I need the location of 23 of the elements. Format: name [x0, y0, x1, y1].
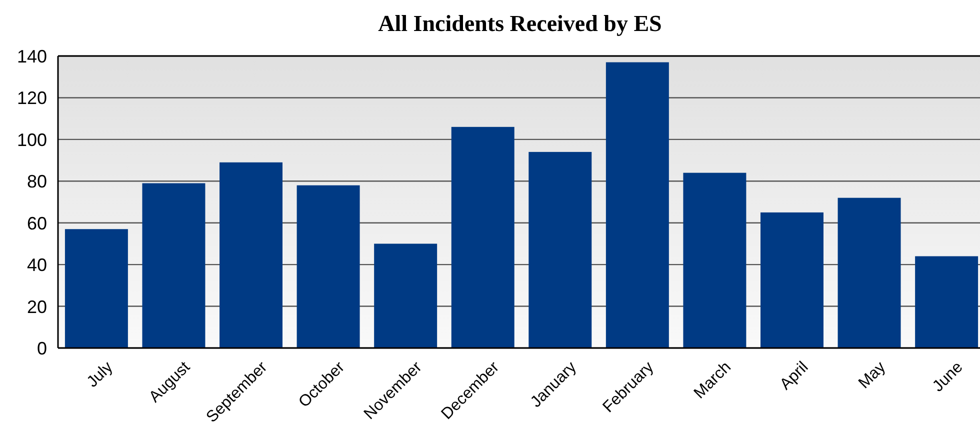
bar [683, 172, 746, 348]
y-tick-label: 20 [26, 296, 47, 317]
bar [915, 256, 978, 348]
bar [374, 244, 438, 348]
bar [838, 198, 901, 348]
y-tick-label: 100 [16, 130, 47, 150]
bar [451, 126, 514, 348]
bar [760, 212, 824, 348]
x-tick-label: July [84, 358, 116, 391]
y-tick-label: 0 [36, 338, 47, 358]
y-tick-label: 60 [26, 213, 47, 234]
y-tick-label: 120 [16, 88, 47, 108]
y-tick-label: 140 [16, 46, 47, 66]
bar [64, 229, 128, 348]
chart-title: All Incidents Received by ES [378, 11, 662, 36]
y-tick-label: 40 [26, 255, 47, 276]
bar [606, 62, 669, 348]
bar [296, 185, 360, 348]
x-tick-label: May [856, 358, 890, 392]
bar [142, 183, 206, 348]
bar [528, 152, 592, 348]
bar [220, 162, 283, 348]
y-tick-label: 80 [26, 172, 47, 192]
